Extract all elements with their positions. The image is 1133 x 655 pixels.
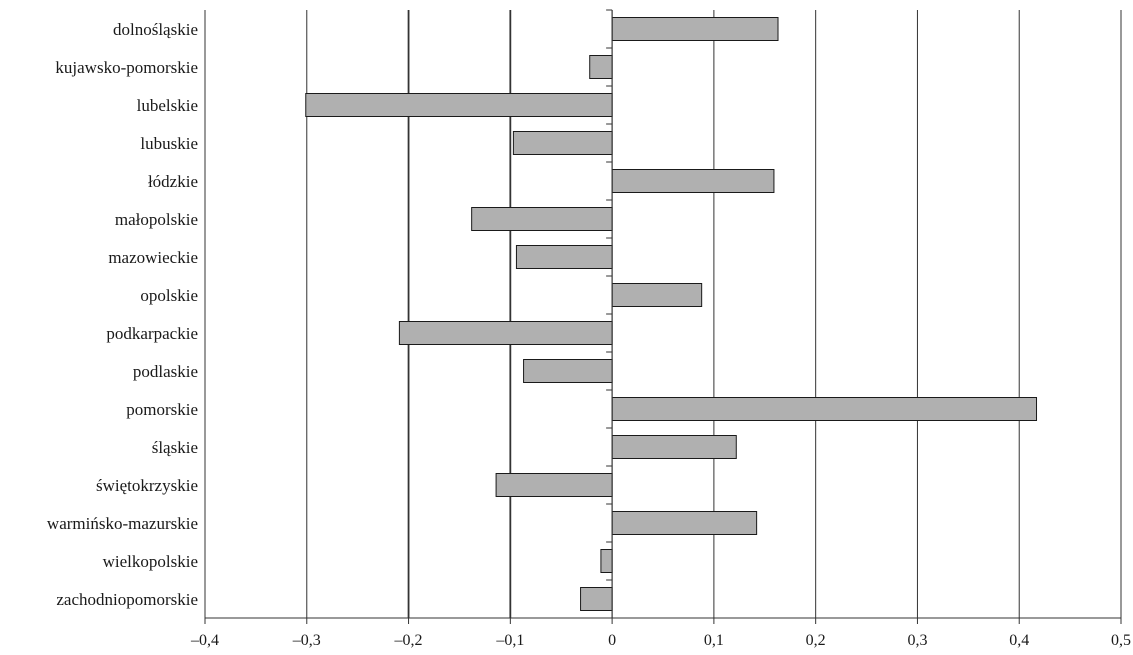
category-label: mazowieckie: [108, 248, 198, 267]
x-tick-label: –0,3: [292, 632, 321, 649]
category-label: podlaskie: [133, 362, 198, 381]
category-label: łódzkie: [148, 172, 198, 191]
category-label: warmińsko-mazurskie: [47, 514, 198, 533]
bar: [600, 549, 613, 573]
bar: [611, 283, 703, 307]
x-tick-label: 0,3: [907, 632, 927, 649]
category-labels: dolnośląskie kujawsko-pomorskie lubelskie l…: [47, 20, 198, 609]
x-tick-label: 0: [608, 632, 616, 649]
bar: [611, 17, 779, 41]
x-tick-label: 0,5: [1111, 632, 1131, 649]
zero-axis: [606, 9, 613, 619]
bar: [515, 245, 613, 269]
category-label: lubelskie: [137, 96, 198, 115]
bars: [305, 17, 1038, 611]
bar: [589, 55, 613, 79]
category-label: śląskie: [152, 438, 198, 457]
category-label: lubuskie: [140, 134, 198, 153]
bar: [471, 207, 613, 231]
bar: [495, 473, 613, 497]
x-tick-label: –0,2: [394, 632, 423, 649]
bar: [611, 511, 758, 535]
bar: [523, 359, 613, 383]
category-label: opolskie: [140, 286, 198, 305]
x-axis: –0,4 –0,3 –0,2 –0,1 0 0,1 0,2 0,3 0,4 0,5: [190, 617, 1131, 649]
x-tick-label: –0,4: [190, 632, 219, 649]
bar: [305, 93, 613, 117]
x-tick-label: 0,4: [1009, 632, 1029, 649]
category-label: pomorskie: [126, 400, 198, 419]
category-label: dolnośląskie: [113, 20, 198, 39]
bar: [580, 587, 613, 611]
bar: [512, 131, 613, 155]
bar: [398, 321, 613, 345]
category-label: świętokrzyskie: [96, 476, 198, 495]
category-label: podkarpackie: [106, 324, 198, 343]
bar: [611, 397, 1038, 421]
x-tick-label: –0,1: [495, 632, 524, 649]
category-label: małopolskie: [115, 210, 198, 229]
category-label: zachodniopomorskie: [56, 590, 198, 609]
bar: [611, 169, 775, 193]
bar: [611, 435, 737, 459]
x-tick-label: 0,2: [806, 632, 826, 649]
category-label: wielkopolskie: [103, 552, 198, 571]
x-tick-label: 0,1: [704, 632, 724, 649]
category-label: kujawsko-pomorskie: [55, 58, 198, 77]
